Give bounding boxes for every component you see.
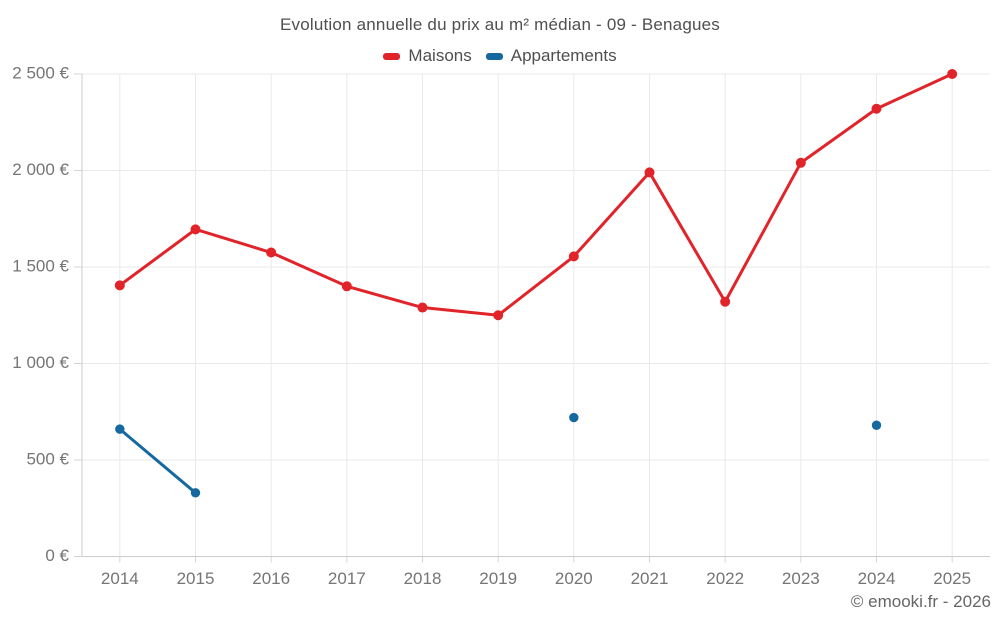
x-axis-label-2024: 2024 (858, 569, 896, 588)
legend-item-maisons[interactable]: Maisons (383, 46, 472, 66)
y-axis-label-500: 500 € (26, 449, 69, 468)
chart-title: Evolution annuelle du prix au m² médian … (279, 15, 721, 34)
legend-label-maisons: Maisons (408, 46, 472, 65)
y-axis-label-0: 0 € (45, 546, 69, 565)
data-point-maisons-2024[interactable] (871, 103, 882, 114)
y-axis-label-1000: 1 000 € (12, 353, 69, 372)
x-axis-label-2022: 2022 (706, 569, 744, 588)
data-point-maisons-2017[interactable] (341, 281, 352, 292)
x-axis-label-2019: 2019 (479, 569, 517, 588)
x-axis-label-2015: 2015 (177, 569, 215, 588)
copyright-footer: © emooki.fr - 2026 (850, 592, 991, 611)
series-line-appartements (118, 427, 197, 495)
data-point-maisons-2014[interactable] (114, 280, 125, 291)
data-point-maisons-2023[interactable] (795, 157, 806, 168)
x-axis-label-2021: 2021 (631, 569, 669, 588)
x-axis-label-2023: 2023 (782, 569, 820, 588)
x-axis-label-2016: 2016 (252, 569, 290, 588)
data-point-maisons-2018[interactable] (417, 302, 428, 313)
data-point-maisons-2021[interactable] (644, 167, 655, 178)
appartements-series-swatch-icon (485, 52, 503, 60)
x-axis-label-2017: 2017 (328, 569, 366, 588)
x-axis-label-2018: 2018 (404, 569, 442, 588)
data-point-maisons-2015[interactable] (190, 224, 201, 235)
legend: Maisons Appartements (0, 46, 1000, 66)
data-point-maisons-2025[interactable] (947, 69, 958, 79)
legend-item-appartements[interactable]: Appartements (485, 46, 617, 66)
maisons-series-swatch-icon (383, 52, 401, 60)
series-line-maisons (118, 72, 954, 317)
y-axis-label-2500: 2 500 € (12, 63, 69, 82)
legend-label-appartements: Appartements (510, 46, 617, 65)
x-axis-label-2020: 2020 (555, 569, 593, 588)
data-point-maisons-2020[interactable] (568, 251, 579, 262)
data-point-maisons-2016[interactable] (266, 247, 277, 258)
data-point-maisons-2022[interactable] (720, 296, 731, 307)
y-axis-label-1500: 1 500 € (12, 256, 69, 275)
data-point-appartements-2014[interactable] (115, 424, 125, 434)
x-axis-label-2025: 2025 (933, 569, 971, 588)
y-axis-label-2000: 2 000 € (12, 160, 69, 179)
x-axis-label-2014: 2014 (101, 569, 139, 588)
data-point-appartements-2015[interactable] (190, 488, 201, 498)
data-point-appartements-2024[interactable] (871, 420, 882, 430)
data-point-maisons-2019[interactable] (493, 310, 504, 321)
data-point-appartements-2020[interactable] (569, 412, 579, 423)
